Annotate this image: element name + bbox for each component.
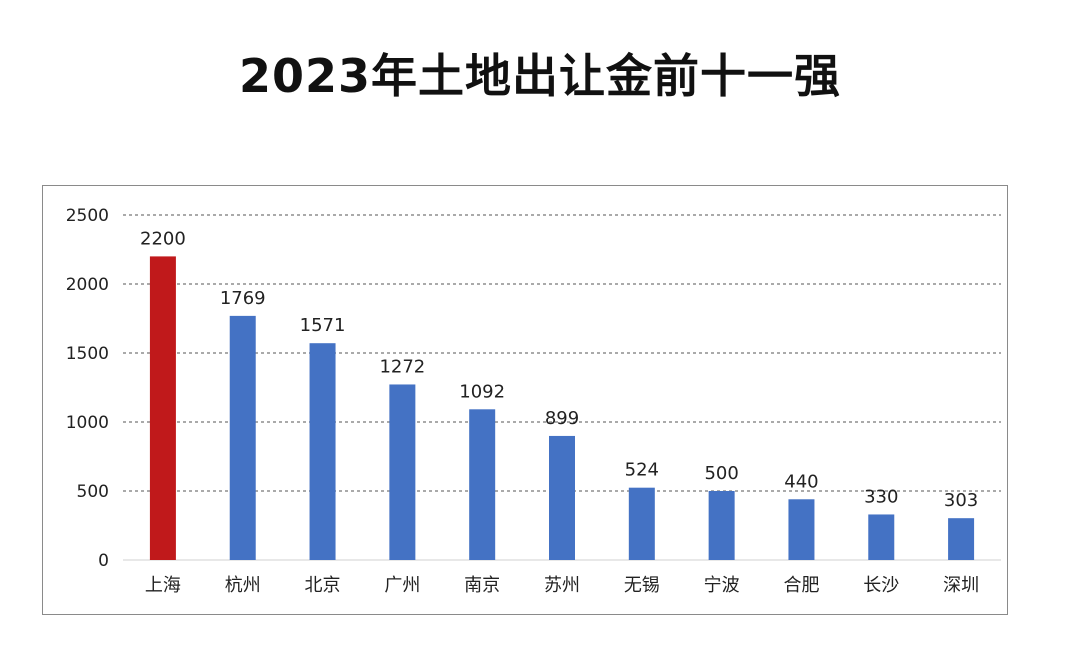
bar	[868, 514, 895, 560]
data-label: 1571	[300, 315, 346, 336]
data-label: 303	[944, 490, 978, 511]
y-tick-label: 500	[77, 482, 109, 502]
data-label: 524	[625, 460, 659, 481]
data-label: 1272	[379, 356, 425, 377]
category-label: 北京	[305, 575, 341, 596]
bar	[469, 409, 496, 560]
bar	[788, 499, 815, 560]
y-tick-label: 2500	[66, 206, 109, 226]
bar	[708, 491, 735, 560]
y-axis-ticks: 0 500 1000 1500 2000 2500	[66, 206, 109, 571]
category-label: 上海	[145, 575, 181, 596]
bar	[149, 256, 176, 560]
y-tick-label: 1000	[66, 413, 109, 433]
y-tick-label: 1500	[66, 344, 109, 364]
category-label: 苏州	[544, 575, 580, 596]
data-label: 1769	[220, 288, 266, 309]
page-title: 2023年土地出让金前十一强	[238, 49, 842, 103]
category-label: 深圳	[943, 575, 979, 596]
chart-frame: 0 500 1000 1500 2000 2500 2200 1769 1571 1272 109…	[42, 185, 1008, 615]
category-label: 杭州	[225, 575, 261, 596]
category-label: 广州	[384, 575, 420, 596]
bar	[309, 343, 336, 560]
bar	[229, 315, 256, 560]
data-label: 500	[704, 463, 738, 484]
category-label: 宁波	[704, 575, 740, 596]
category-label: 无锡	[624, 575, 660, 596]
bar-chart: 0 500 1000 1500 2000 2500 2200 1769 1571 1272 109…	[66, 206, 1001, 596]
bar	[948, 518, 975, 560]
data-labels: 2200 1769 1571 1272 1092 899 524 500 440 330 303	[140, 228, 978, 511]
y-tick-label: 0	[98, 551, 109, 571]
bar	[628, 487, 655, 560]
x-axis-categories: 上海 杭州 北京 广州 南京 苏州 无锡 宁波 合肥 长沙 深圳	[145, 575, 979, 596]
data-label: 330	[864, 486, 898, 507]
data-label: 1092	[459, 381, 505, 402]
bars	[149, 256, 975, 560]
category-label: 长沙	[863, 575, 899, 596]
category-label: 南京	[464, 575, 500, 596]
data-label: 2200	[140, 228, 186, 249]
bar	[389, 384, 416, 560]
category-label: 合肥	[783, 575, 819, 596]
data-label: 899	[545, 408, 579, 429]
data-label: 440	[784, 471, 818, 492]
bar	[549, 435, 575, 560]
y-tick-label: 2000	[66, 275, 109, 295]
